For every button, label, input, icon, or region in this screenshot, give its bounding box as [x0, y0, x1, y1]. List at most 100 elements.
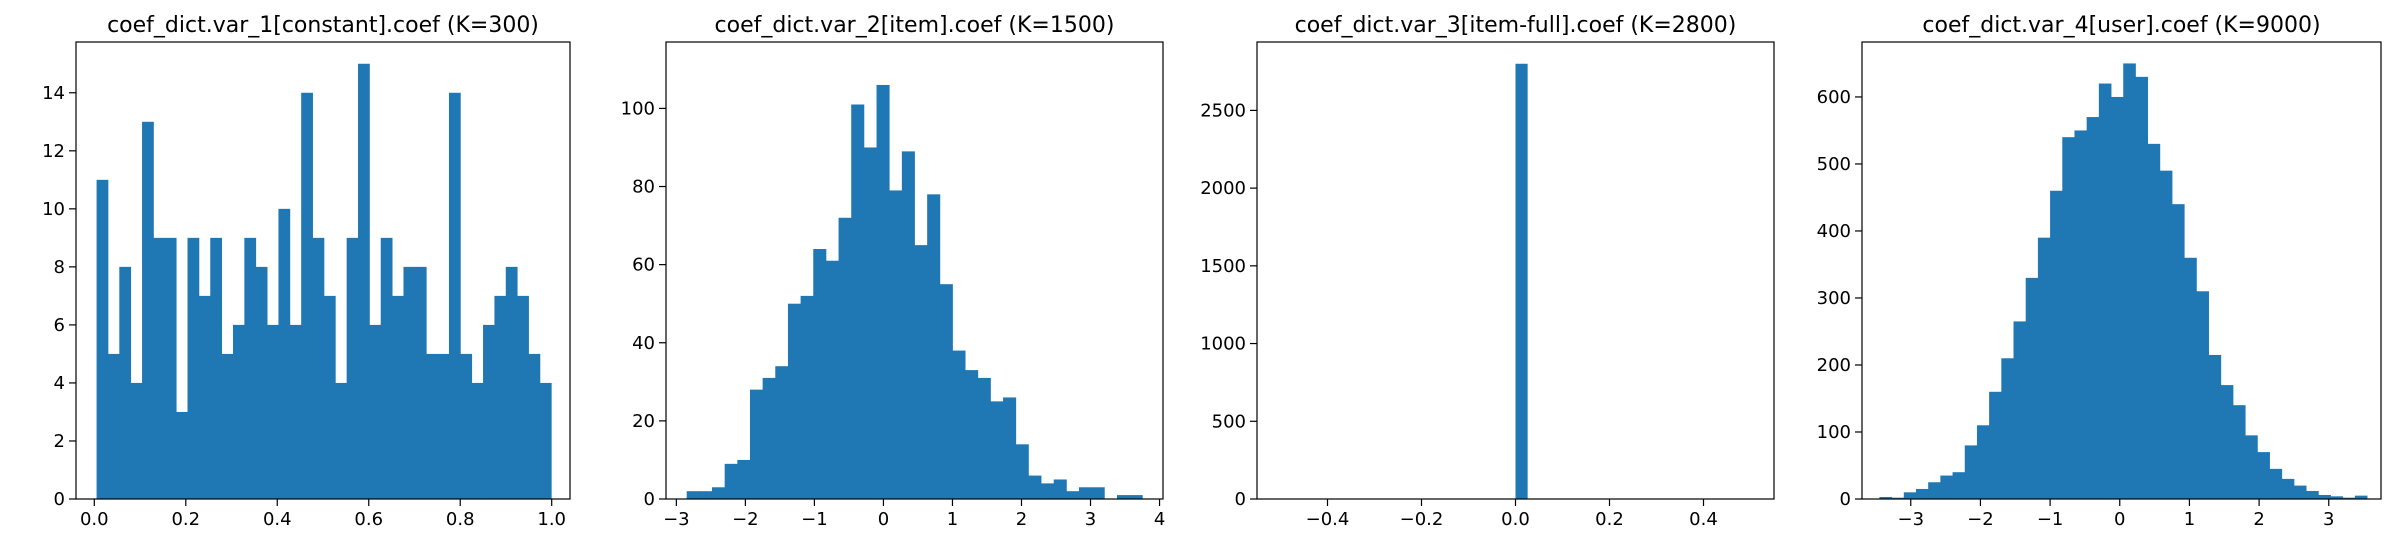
histogram-bar	[1028, 475, 1042, 499]
y-tick-label: 14	[42, 83, 65, 104]
histogram-bar	[471, 382, 484, 499]
x-tick-label: −0.2	[1400, 509, 1444, 530]
y-tick-label: 300	[1817, 288, 1851, 309]
histogram-bar	[2330, 496, 2344, 499]
histogram-bar	[2184, 257, 2197, 499]
histogram-bar	[198, 295, 211, 499]
histogram-bar	[1891, 497, 1905, 499]
histogram-bar	[528, 353, 541, 499]
histogram-bar	[1066, 491, 1080, 499]
y-tick-label: 200	[1817, 355, 1851, 376]
histogram-bar	[1928, 482, 1941, 499]
y-tick-label: 40	[632, 333, 655, 354]
histogram-bar	[914, 245, 928, 499]
histogram-bar	[2050, 190, 2063, 500]
x-tick-label: −1	[2037, 509, 2064, 530]
histogram-bar	[323, 295, 336, 499]
histogram-bar	[2196, 291, 2209, 499]
y-tick-label: 500	[1212, 411, 1246, 432]
histogram-bar	[335, 382, 348, 499]
plot-frame	[1861, 41, 2382, 500]
x-tick-label: 2	[2253, 509, 2264, 530]
histogram-bar	[2123, 63, 2136, 500]
x-tick-label: 1.0	[537, 509, 566, 530]
x-tick-label: −0.4	[1306, 509, 1350, 530]
y-tick-label: 100	[1817, 422, 1851, 443]
y-tick-label: 2000	[1200, 178, 1246, 199]
y-tick-label: 1500	[1200, 256, 1246, 277]
histogram-bar	[1515, 63, 1528, 500]
x-tick-label: 0	[2114, 509, 2125, 530]
histogram-bar	[289, 324, 302, 499]
histogram-panel-var-4: coef_dict.var_4[user].coef (K=9000) −3 −2…	[1817, 13, 2382, 530]
x-tick-label: 1	[2184, 509, 2195, 530]
y-tick-label: 80	[632, 177, 655, 198]
x-tick-label: 0.6	[354, 509, 383, 530]
histogram-bar	[2172, 204, 2185, 499]
x-tick-label: 4	[1154, 509, 1165, 530]
y-tick-label: 500	[1817, 154, 1851, 175]
histogram-bar	[2074, 130, 2088, 500]
histogram-bar	[851, 104, 865, 499]
histogram-bar	[210, 237, 223, 499]
histogram-bar	[392, 295, 404, 499]
histogram-bar	[901, 151, 915, 499]
histogram-bar	[1015, 444, 1029, 499]
histogram-bar	[2208, 354, 2222, 499]
histogram-bar	[278, 208, 291, 500]
histogram-bar	[724, 463, 738, 499]
plot-frame	[75, 41, 571, 500]
histogram-bar	[119, 266, 132, 499]
y-tick-label: 20	[632, 411, 655, 432]
histogram-bar	[2220, 385, 2234, 499]
histogram-bar	[876, 84, 890, 499]
histogram-bar	[244, 237, 257, 499]
histogram-bar	[737, 459, 751, 499]
histogram-bar	[1952, 472, 1966, 499]
x-tick-label: −3	[1897, 509, 1924, 530]
histogram-bar	[813, 249, 827, 499]
histogram-bar	[965, 370, 979, 499]
histogram-bar	[1003, 397, 1017, 499]
histogram-bar	[483, 324, 495, 499]
y-tick-label: 6	[54, 315, 65, 336]
x-tick-label: 0.4	[263, 509, 292, 530]
x-tick-label: 0	[878, 509, 889, 530]
y-tick-label: 100	[621, 98, 655, 119]
histogram-bar	[267, 324, 279, 499]
x-tick-label: 3	[1085, 509, 1096, 530]
histogram-panel-var-1: coef_dict.var_1[constant].coef (K=300) 0…	[42, 13, 571, 530]
x-tick-label: 2	[1016, 509, 1027, 530]
y-tick-label: 60	[632, 255, 655, 276]
histogram-bar	[838, 217, 852, 499]
histogram-bar	[221, 353, 234, 499]
histogram-bar	[1116, 495, 1131, 499]
histogram-bar	[369, 324, 382, 499]
y-tick-label: 2500	[1200, 100, 1246, 121]
y-tick-label: 0	[1235, 489, 1246, 510]
histogram-bar	[927, 194, 941, 500]
y-tick-label: 8	[54, 257, 65, 278]
histogram-bar	[762, 377, 776, 499]
histogram-bar	[2257, 452, 2270, 499]
histogram-bar	[1879, 496, 1893, 499]
y-tick-label: 10	[42, 199, 65, 220]
x-tick-label: 0.0	[80, 509, 109, 530]
histogram-bar	[2098, 83, 2112, 499]
y-tick-label: 12	[42, 141, 65, 162]
histogram-bar	[2293, 485, 2307, 499]
histogram-bar	[107, 353, 120, 499]
histogram-bar	[2147, 143, 2161, 499]
histogram-bar	[414, 266, 427, 499]
chart-title: coef_dict.var_3[item-full].coef (K=2800)	[1295, 13, 1737, 38]
histogram-bar	[939, 284, 953, 499]
x-tick-label: −2	[732, 509, 759, 530]
histogram-bar	[2281, 478, 2295, 499]
histogram-bar	[2013, 321, 2027, 499]
histogram-bar	[712, 487, 726, 499]
histogram-bar	[2354, 495, 2368, 499]
histogram-bar	[2342, 497, 2356, 499]
histogram-bar	[426, 353, 438, 499]
histogram-bar	[977, 377, 991, 499]
histogram-bar	[1053, 479, 1067, 499]
